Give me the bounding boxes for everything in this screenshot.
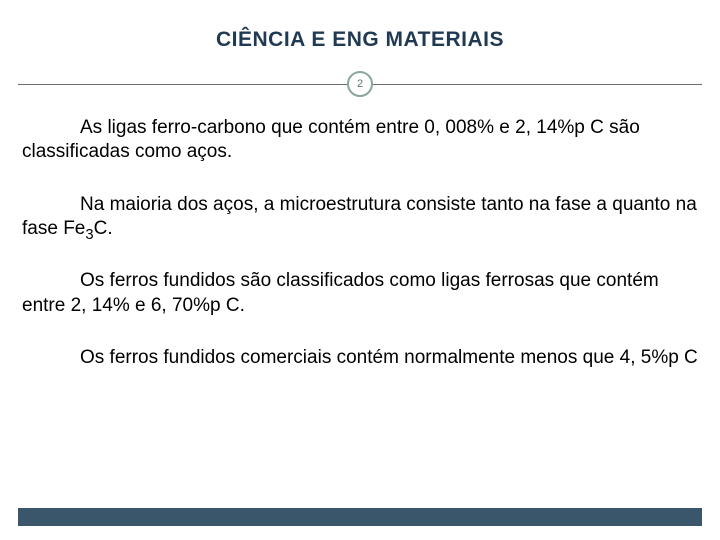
paragraph-text: As ligas ferro-carbono que contém entre … — [22, 117, 640, 162]
paragraph: As ligas ferro-carbono que contém entre … — [22, 116, 698, 165]
paragraph-text-post: C. — [94, 218, 113, 239]
slide-container: CIÊNCIA E ENG MATERIAIS 2 As ligas ferro… — [0, 0, 720, 540]
paragraph-text: Os ferros fundidos são classificados com… — [22, 270, 659, 315]
content-area: As ligas ferro-carbono que contém entre … — [0, 98, 720, 370]
footer-bar — [18, 508, 702, 526]
page-number-badge: 2 — [347, 71, 373, 97]
paragraph-text: Na maioria dos aços, a microestrutura co… — [22, 194, 697, 239]
paragraph-text: Os ferros fundidos comerciais contém nor… — [80, 347, 698, 368]
divider: 2 — [0, 70, 720, 98]
paragraph: Na maioria dos aços, a microestrutura co… — [22, 193, 698, 242]
paragraph: Os ferros fundidos comerciais contém nor… — [22, 346, 698, 370]
page-title: CIÊNCIA E ENG MATERIAIS — [0, 0, 720, 70]
paragraph: Os ferros fundidos são classificados com… — [22, 269, 698, 318]
subscript: 3 — [85, 227, 93, 243]
